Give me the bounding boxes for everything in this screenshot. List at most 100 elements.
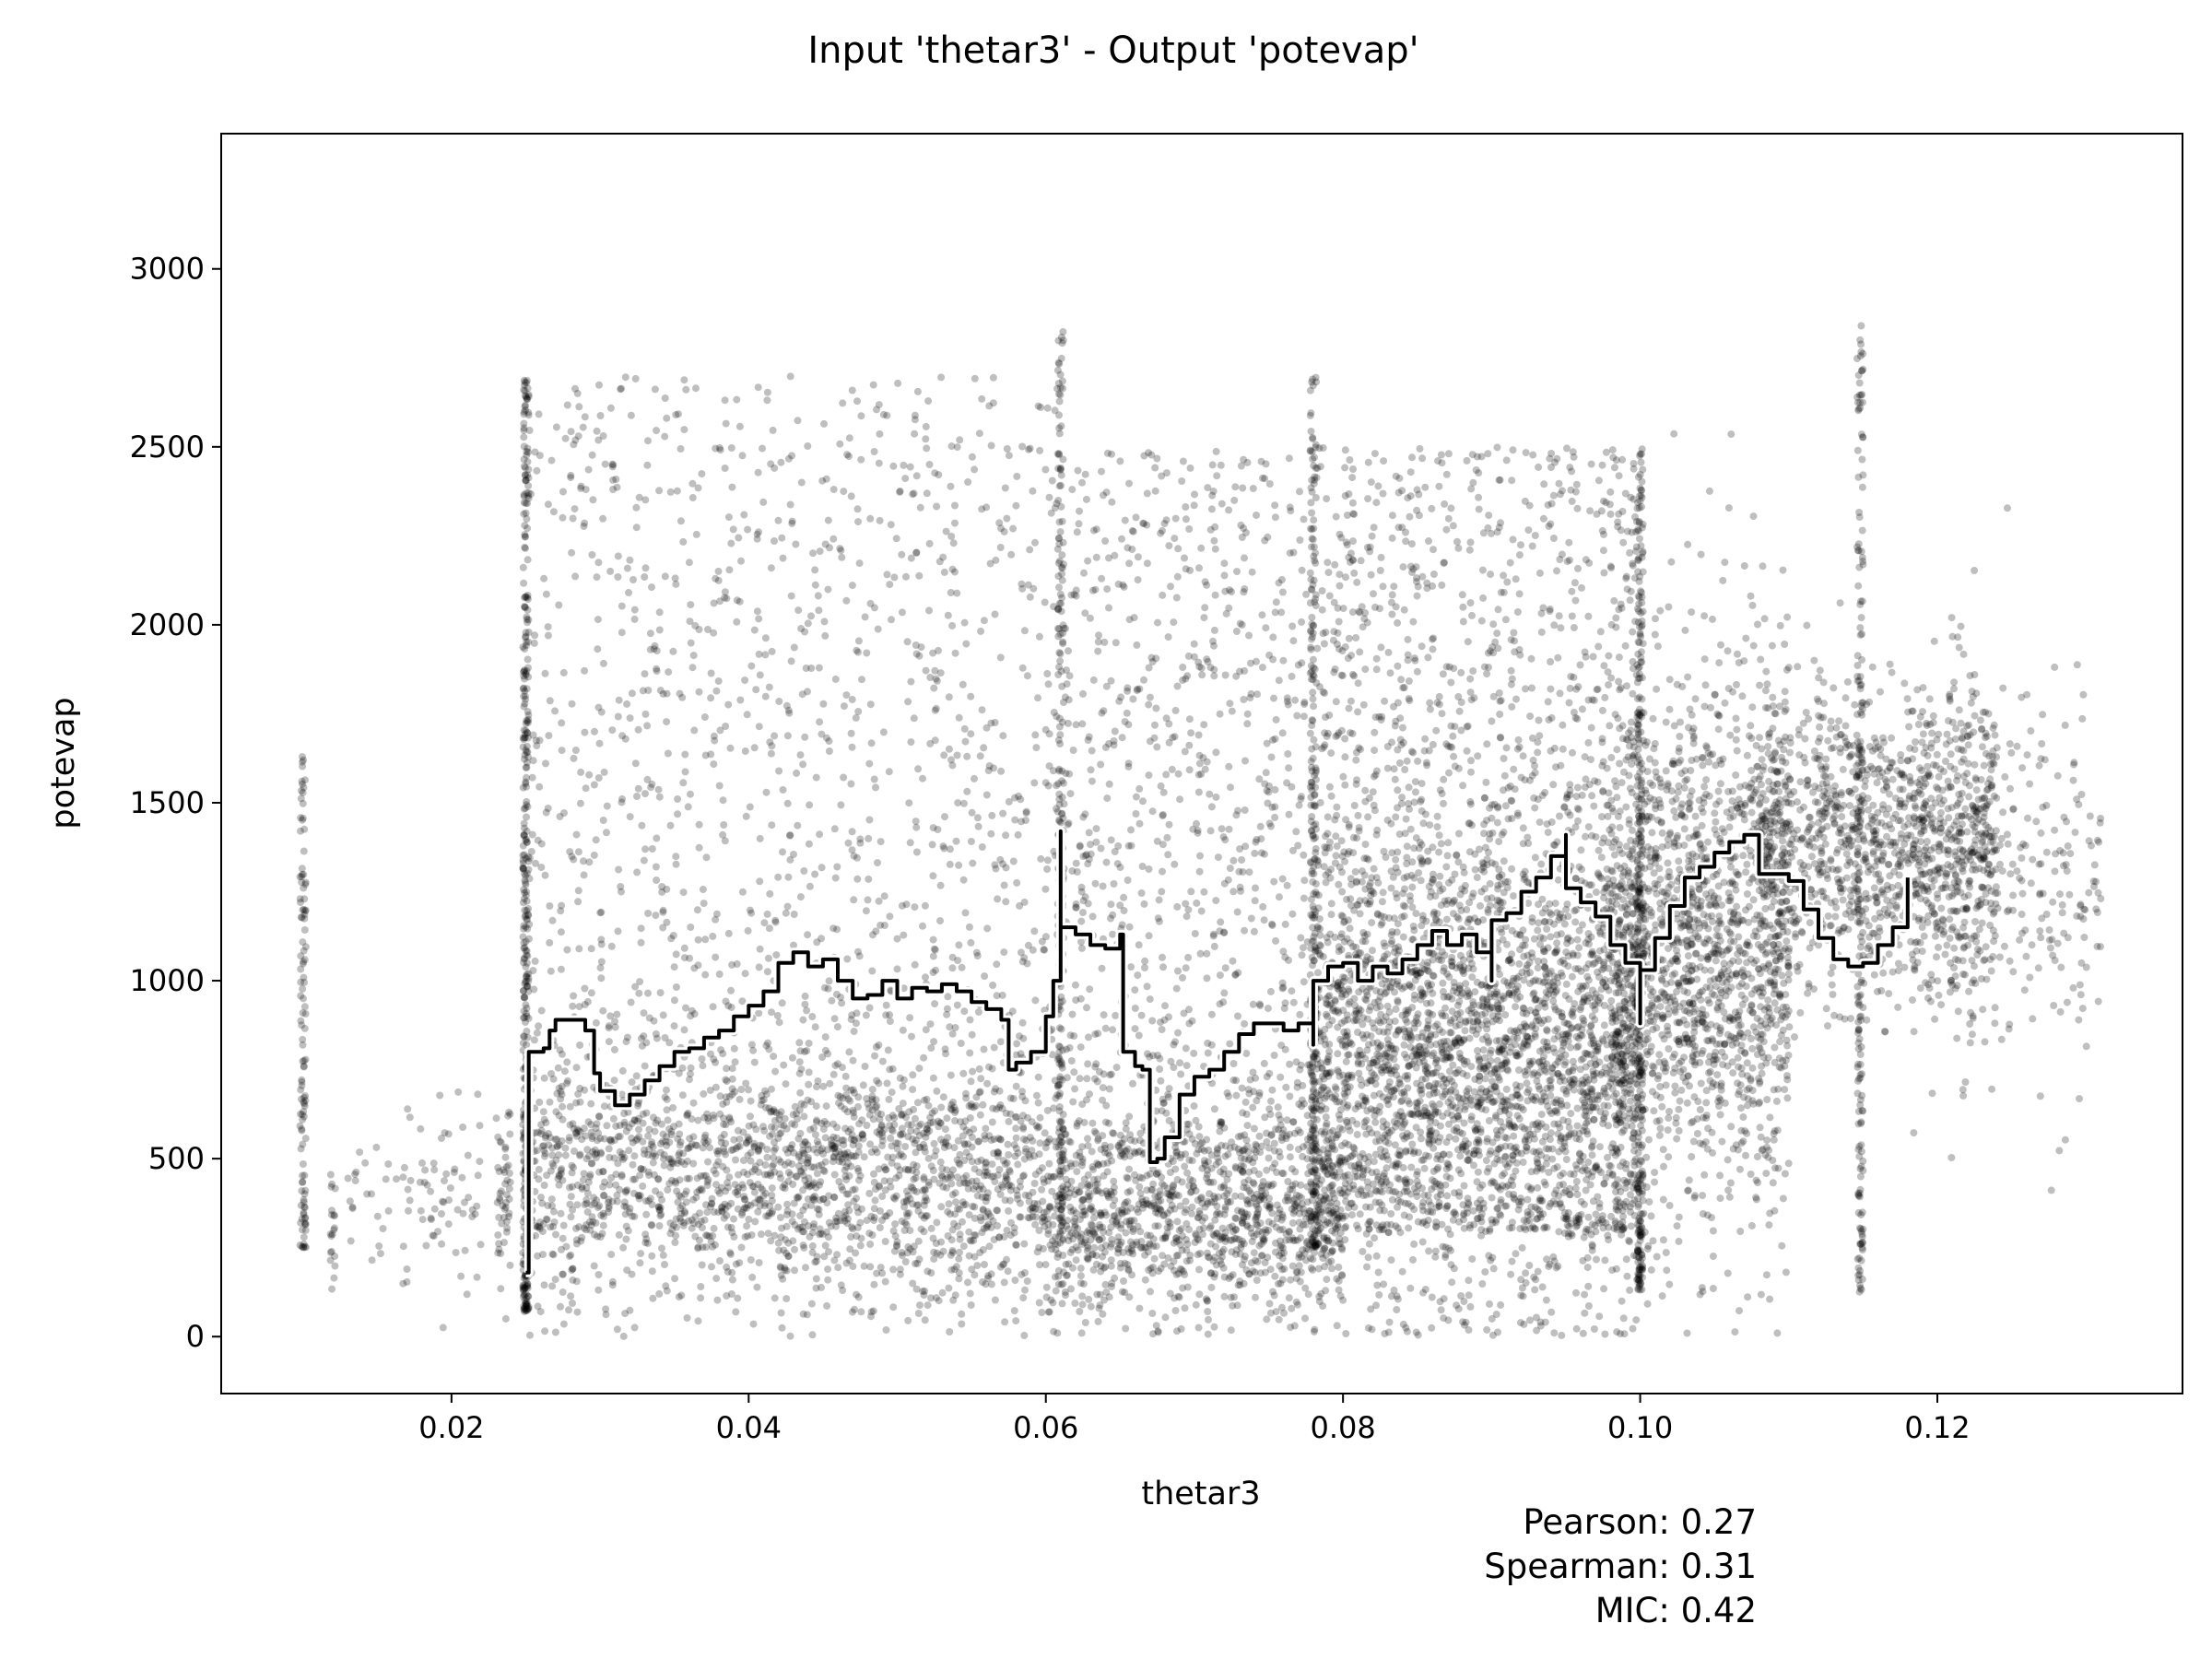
- scatter-point: [300, 1056, 308, 1065]
- scatter-point: [671, 1239, 679, 1246]
- scatter-point: [865, 1189, 874, 1197]
- scatter-point: [427, 1214, 435, 1222]
- scatter-point: [525, 935, 533, 943]
- scatter-point: [474, 1090, 482, 1099]
- scatter-point: [557, 1209, 565, 1218]
- scatter-point: [1172, 594, 1181, 602]
- scatter-point: [597, 708, 606, 716]
- scatter-point: [1012, 1241, 1020, 1249]
- scatter-point: [970, 1125, 978, 1134]
- scatter-point: [576, 1084, 584, 1092]
- scatter-point: [626, 813, 634, 821]
- scatter-point: [368, 1256, 376, 1265]
- scatter-point: [630, 1116, 639, 1124]
- scatter-point: [987, 1270, 995, 1278]
- scatter-point: [813, 1137, 821, 1146]
- scatter-point: [867, 739, 876, 747]
- scatter-point: [956, 1248, 963, 1256]
- scatter-point: [912, 848, 921, 856]
- scatter-point: [771, 537, 778, 545]
- scatter-point: [1077, 1153, 1084, 1160]
- scatter-point: [778, 1324, 786, 1332]
- scatter-point: [813, 1253, 821, 1261]
- scatter-point: [976, 1111, 984, 1119]
- scatter-point: [1228, 1248, 1236, 1256]
- scatter-point: [531, 631, 539, 640]
- scatter-point: [497, 1138, 505, 1147]
- scatter-point: [543, 1171, 551, 1180]
- scatter-point: [647, 1220, 655, 1229]
- scatter-point: [473, 1202, 481, 1210]
- scatter-point: [1191, 1239, 1199, 1246]
- scatter-point: [844, 1127, 853, 1135]
- scatter-point: [942, 1050, 949, 1058]
- scatter-point: [959, 1242, 968, 1251]
- scatter-point: [888, 1065, 897, 1073]
- scatter-point: [850, 1112, 858, 1121]
- scatter-point: [853, 397, 861, 406]
- scatter-point: [698, 470, 706, 478]
- scatter-point: [523, 716, 531, 724]
- scatter-point: [546, 938, 554, 947]
- scatter-point: [632, 1072, 641, 1080]
- scatter-point: [558, 1090, 566, 1099]
- scatter-point: [819, 1195, 828, 1203]
- scatter-point: [751, 1218, 759, 1226]
- scatter-point: [1002, 864, 1010, 872]
- scatter-point: [1059, 1252, 1067, 1259]
- scatter-point: [982, 1280, 990, 1288]
- scatter-point: [1258, 1182, 1266, 1190]
- scatter-point: [609, 486, 618, 493]
- scatter-point: [1265, 480, 1274, 488]
- scatter-point: [301, 943, 310, 951]
- scatter-point: [700, 900, 708, 908]
- scatter-point: [720, 1114, 727, 1123]
- scatter-point: [767, 564, 775, 572]
- scatter-point: [943, 1114, 951, 1123]
- scatter-point: [1227, 1326, 1235, 1335]
- scatter-point: [1204, 1308, 1212, 1315]
- scatter-point: [406, 1196, 414, 1205]
- scatter-point: [523, 959, 531, 967]
- scatter-point: [1275, 1315, 1283, 1324]
- scatter-point: [761, 651, 770, 659]
- scatter-point: [464, 1151, 472, 1159]
- scatter-point: [1038, 1309, 1046, 1316]
- scatter-point: [1250, 1249, 1258, 1257]
- scatter-point: [299, 1009, 307, 1017]
- scatter-point: [782, 909, 790, 917]
- scatter-point: [625, 1147, 633, 1155]
- scatter-point: [774, 516, 782, 524]
- scatter-point: [644, 910, 653, 917]
- scatter-point: [301, 907, 310, 915]
- scatter-point: [865, 759, 874, 768]
- scatter-point: [728, 1268, 736, 1277]
- scatter-point: [1052, 1287, 1060, 1295]
- scatter-point: [723, 1263, 731, 1271]
- scatter-point: [1043, 670, 1052, 677]
- scatter-point: [520, 1302, 528, 1311]
- scatter-point: [874, 625, 882, 633]
- scatter-point: [633, 1135, 641, 1143]
- scatter-point: [649, 1152, 656, 1160]
- scatter-point: [988, 1118, 996, 1126]
- scatter-point: [953, 1001, 961, 1009]
- scatter-point: [506, 1261, 514, 1269]
- scatter-point: [909, 1086, 917, 1094]
- scatter-point: [680, 1026, 688, 1034]
- scatter-point: [523, 759, 531, 767]
- scatter-point: [548, 1282, 557, 1290]
- scatter-point: [765, 1209, 773, 1218]
- scatter-point: [821, 1134, 830, 1142]
- scatter-point: [523, 835, 531, 843]
- scatter-point: [968, 1133, 976, 1141]
- scatter-point: [932, 966, 940, 974]
- scatter-point: [641, 790, 649, 798]
- scatter-point: [348, 1203, 357, 1211]
- scatter-point: [694, 935, 702, 944]
- scatter-point: [1065, 1043, 1074, 1052]
- scatter-point: [298, 1111, 306, 1119]
- scatter-point: [682, 1198, 690, 1206]
- scatter-point: [830, 825, 839, 833]
- scatter-point: [649, 1294, 657, 1302]
